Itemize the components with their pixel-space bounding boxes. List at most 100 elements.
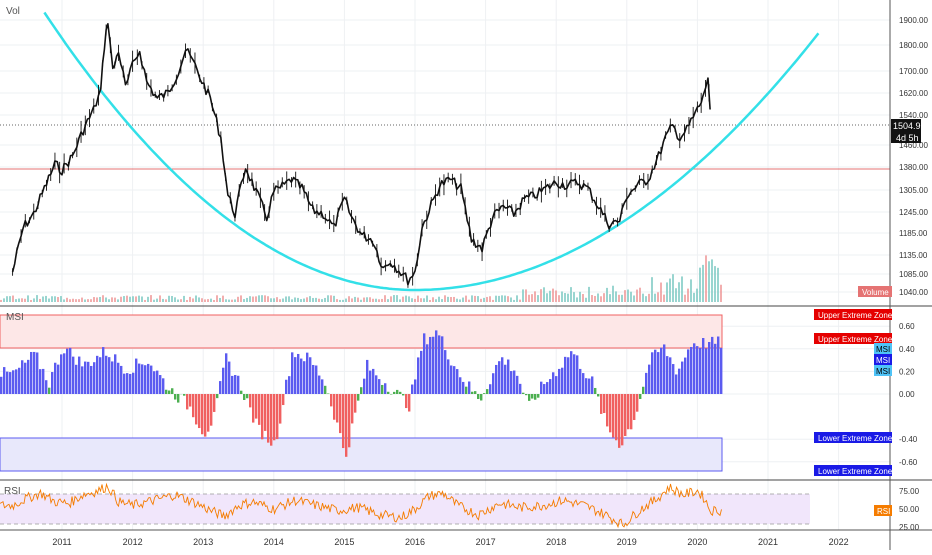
volume-bar (108, 299, 110, 302)
volume-bar (312, 298, 314, 302)
msi-bar (108, 357, 110, 394)
msi-bar (201, 394, 203, 434)
msi-bar (495, 365, 497, 394)
volume-bar (696, 289, 698, 302)
volume-bar (540, 289, 542, 302)
volume-bar (102, 295, 104, 302)
volume-bar (165, 299, 167, 302)
volume-bar (105, 297, 107, 302)
msi-bar (123, 374, 125, 394)
volume-bar (315, 298, 317, 302)
msi-bar (456, 369, 458, 394)
msi-bar (645, 373, 647, 394)
lower-zone-tag-2: Lower Extreme Zone (818, 467, 893, 476)
volume-bar (33, 298, 35, 302)
msi-bar (30, 352, 32, 394)
volume-bar (258, 295, 260, 302)
msi-bar (675, 374, 677, 394)
msi-bar (141, 364, 143, 394)
msi-lower-zone (0, 438, 722, 471)
volume-bar (117, 299, 119, 302)
volume-bar (357, 298, 359, 302)
volume-bar (564, 293, 566, 302)
msi-bar (501, 357, 503, 394)
volume-bar (321, 299, 323, 302)
msi-bar (405, 394, 407, 408)
msi-bar (63, 353, 65, 394)
msi-bar (543, 384, 545, 394)
msi-bar (222, 368, 224, 394)
msi-bar (672, 364, 674, 394)
msi-bar (618, 394, 620, 448)
msi-bar (657, 352, 659, 394)
volume-bar (429, 300, 431, 302)
msi-bar (225, 353, 227, 394)
msi-bar (711, 337, 713, 394)
msi-bar (489, 384, 491, 394)
volume-bar (465, 296, 467, 302)
volume-bar (687, 289, 689, 302)
volume-bar (585, 298, 587, 302)
msi-bar (591, 376, 593, 394)
msi-bar (477, 394, 479, 399)
volume-bar (681, 276, 683, 302)
msi-bar (57, 365, 59, 394)
msi-bar (486, 389, 488, 394)
msi-bar (75, 365, 77, 394)
price-tick-label: 1900.00 (899, 16, 928, 25)
countdown-tag: 4d 5h (896, 133, 919, 143)
volume-bar (399, 299, 401, 302)
volume-bar (543, 287, 545, 302)
volume-bar (246, 298, 248, 302)
msi-bar (51, 372, 53, 394)
msi-bar (246, 394, 248, 398)
time-tick-label: 2011 (52, 537, 71, 547)
volume-bar (525, 289, 527, 302)
volume-bar (516, 295, 518, 302)
volume-bar (243, 299, 245, 302)
volume-bar (222, 296, 224, 302)
volume-bar (636, 290, 638, 302)
volume-bar (261, 295, 263, 302)
msi-bar (609, 394, 611, 432)
volume-bar (549, 291, 551, 302)
msi-bar (318, 376, 320, 394)
volume-bar (648, 294, 650, 302)
msi-bar (309, 357, 311, 394)
msi-bar (204, 394, 206, 437)
volume-bar (474, 296, 476, 302)
volume-bar (6, 296, 8, 302)
volume-bar (150, 295, 152, 302)
upper-zone-tag-2: Upper Extreme Zone (818, 335, 893, 344)
volume-bar (651, 277, 653, 302)
volume-bar (291, 299, 293, 302)
msi-bar (426, 344, 428, 394)
msi-bar (381, 385, 383, 394)
volume-bar (30, 300, 32, 302)
msi-tag-1: MSI (876, 345, 890, 354)
last-price-tag: 1504.96 (893, 121, 926, 131)
volume-bar (630, 292, 632, 302)
msi-bar (336, 394, 338, 422)
msi-bar (378, 379, 380, 394)
volume-bar (21, 298, 23, 302)
volume-bar (561, 291, 563, 302)
msi-bar (552, 372, 554, 394)
msi-bar (666, 356, 668, 394)
msi-bar (45, 380, 47, 394)
msi-bar (285, 380, 287, 394)
volume-bar (60, 296, 62, 302)
volume-bar (288, 296, 290, 302)
volume-bar (462, 298, 464, 302)
msi-bar (117, 363, 119, 394)
msi-bar (213, 394, 215, 412)
volume-bar (351, 298, 353, 302)
msi-bar (243, 394, 245, 400)
msi-bar (642, 387, 644, 394)
msi-bar (441, 336, 443, 394)
volume-bar (654, 294, 656, 302)
msi-bar (78, 357, 80, 394)
volume-bar (702, 265, 704, 302)
msi-bar (177, 394, 179, 403)
